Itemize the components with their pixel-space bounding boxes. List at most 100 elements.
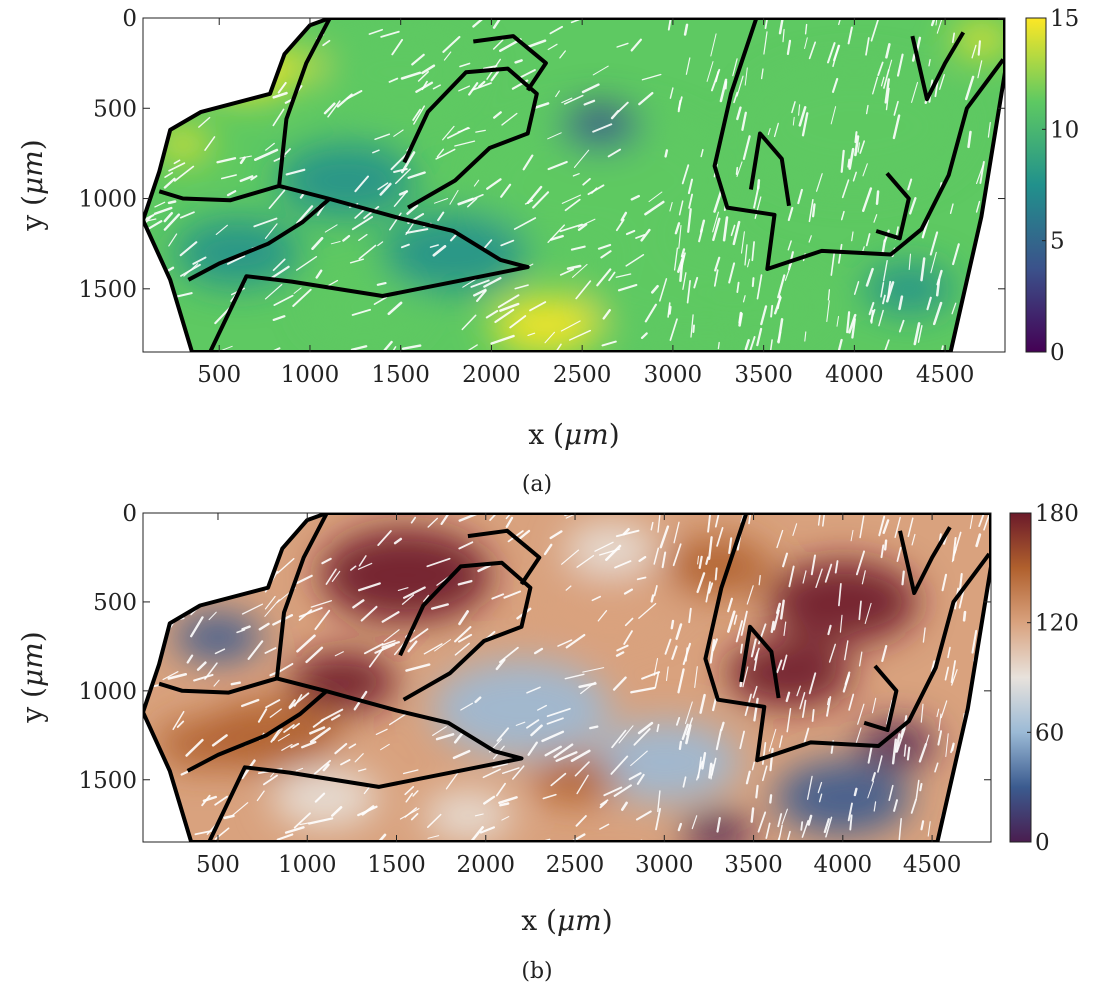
x-tick-label: 4500 <box>916 362 975 388</box>
y-tick-label: 1500 <box>78 277 137 303</box>
color-region <box>548 567 674 637</box>
colorbar-tick-label: 120 <box>1035 611 1079 637</box>
color-region <box>774 760 911 835</box>
y-tick-label: 500 <box>93 96 137 122</box>
x-ticks-a: 500 1000 1500 2000 2500 3000 3500 4000 4500 <box>197 18 974 388</box>
grain-boundary <box>863 664 899 732</box>
color-region <box>560 104 641 149</box>
y-tick-label: 0 <box>122 6 137 32</box>
y-ticks-b: 0 500 1000 1500 <box>78 501 991 794</box>
x-tick-label: 2000 <box>462 362 521 388</box>
grain-boundary <box>402 66 539 210</box>
color-region <box>155 719 245 769</box>
colorbar-b <box>1009 512 1032 843</box>
color-region <box>473 110 728 250</box>
color-region <box>726 638 852 708</box>
color-region <box>682 813 754 842</box>
colorbar-tick-label: 60 <box>1035 720 1064 746</box>
x-tick-label: 2000 <box>456 852 515 878</box>
colorbar-tick-label: 0 <box>1050 340 1065 366</box>
color-region <box>279 53 323 77</box>
color-region <box>745 66 964 186</box>
color-region <box>309 277 419 337</box>
x-tick-label: 500 <box>196 852 240 878</box>
x-tick-label: 500 <box>197 362 241 388</box>
x-tick-label: 1500 <box>371 362 430 388</box>
grain-boundary <box>875 171 911 241</box>
x-tick-label: 3500 <box>734 362 793 388</box>
color-region <box>952 23 1005 56</box>
caption-a: (a) <box>522 472 552 497</box>
grain-boundary <box>898 526 952 595</box>
y-axis-label-b: y (μm) <box>16 631 49 723</box>
color-region <box>319 528 492 623</box>
colorbar-tick-label: 180 <box>1035 501 1079 527</box>
grain-boundary <box>739 624 781 699</box>
x-ticks-b: 500 1000 1500 2000 2500 3000 3500 4000 4500 <box>196 513 961 878</box>
color-region <box>324 30 477 114</box>
x-tick-label: 4000 <box>814 852 873 878</box>
color-region <box>277 142 416 219</box>
color-region <box>564 523 658 574</box>
heatmap-a <box>143 18 1005 352</box>
grain-boundary <box>712 18 1005 271</box>
x-axis-label-b: x (μm) <box>521 904 612 937</box>
x-tick-label: 1500 <box>367 852 426 878</box>
x-tick-label: 4500 <box>903 852 962 878</box>
colorbar-tick-label: 0 <box>1035 830 1050 856</box>
y-tick-label: 1000 <box>78 679 137 705</box>
grain-boundary <box>186 689 329 773</box>
colorbar-tick-label: 10 <box>1050 117 1079 143</box>
y-ticks-a: 0 500 1000 1500 <box>78 6 1005 303</box>
specimen-map-b <box>143 513 991 842</box>
color-region <box>700 272 828 342</box>
x-tick-label: 2500 <box>546 852 605 878</box>
grain-boundary <box>703 513 991 763</box>
grain-boundary <box>467 528 542 586</box>
grain-boundary <box>910 31 966 102</box>
specimen-map-a <box>143 18 1005 352</box>
panel-b: 500 1000 1500 2000 2500 3000 3500 4000 4500 0 500… <box>16 501 1079 984</box>
grain-boundary <box>473 34 548 92</box>
grain-boundary <box>207 676 524 842</box>
color-region <box>532 756 618 804</box>
grain-boundaries-b <box>143 513 991 842</box>
y-tick-label: 500 <box>93 590 137 616</box>
color-region <box>767 560 918 643</box>
grain-boundary <box>208 183 530 352</box>
x-tick-label: 3000 <box>644 362 703 388</box>
color-region <box>664 537 772 596</box>
color-region <box>491 295 601 352</box>
color-region <box>589 720 740 804</box>
colorbar-tick-label: 15 <box>1050 6 1079 32</box>
x-axis-label-a: x (μm) <box>528 418 619 451</box>
x-tick-label: 1000 <box>281 362 340 388</box>
y-axis-label-a: y (μm) <box>16 139 49 231</box>
y-tick-label: 1000 <box>78 187 137 213</box>
y-tick-label: 0 <box>122 501 137 527</box>
color-region <box>423 790 513 840</box>
colorbar-a <box>1025 17 1047 353</box>
heatmap-b <box>143 513 991 842</box>
color-region <box>173 613 263 662</box>
x-tick-label: 1000 <box>278 852 337 878</box>
specimen-outline <box>143 513 991 842</box>
panel-a: 500 1000 1500 2000 2500 3000 3500 4000 4500 0500… <box>16 6 1079 497</box>
grain-boundary <box>748 131 791 207</box>
grain-boundary <box>187 196 332 282</box>
caption-b: (b) <box>521 959 552 984</box>
grain-boundary <box>398 560 533 702</box>
color-region <box>432 659 611 758</box>
x-tick-label: 3000 <box>635 852 694 878</box>
specimen-outline <box>143 18 1005 352</box>
colorbar-tick-label: 5 <box>1050 229 1065 255</box>
x-tick-label: 4000 <box>825 362 884 388</box>
x-tick-label: 2500 <box>553 362 612 388</box>
color-region <box>289 652 397 712</box>
colorbar-ticks-a: 0 5 10 15 <box>1042 6 1079 366</box>
x-tick-label: 3500 <box>724 852 783 878</box>
colorbar-ticks-b: 0 60 120 180 <box>1027 501 1079 856</box>
y-tick-label: 1500 <box>78 768 137 794</box>
grain-boundaries-a <box>143 18 1005 352</box>
